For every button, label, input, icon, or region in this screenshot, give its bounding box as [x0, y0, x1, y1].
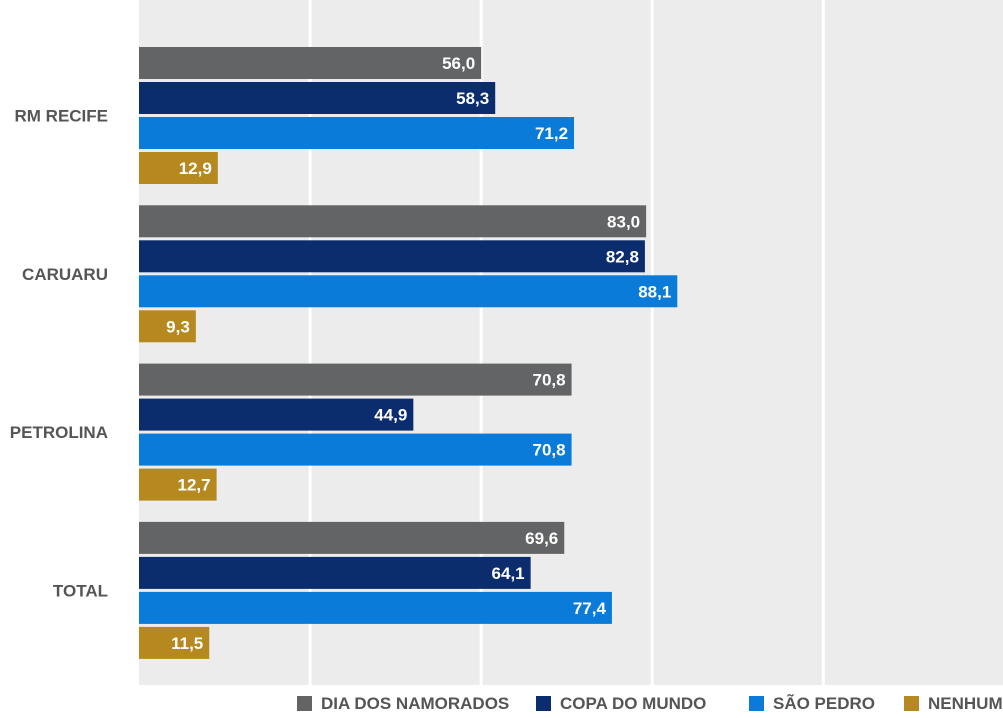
legend-label: DIA DOS NAMORADOS	[321, 694, 509, 713]
bar-petrolina-copa-do-mundo	[139, 398, 414, 431]
data-label: 88,1	[638, 282, 671, 301]
bar-group-total: 69,664,1 77,4 11,5	[139, 521, 612, 659]
category-label-rm-recife: RM RECIFE	[15, 107, 109, 126]
bars: 56,058,371,212,983,082,888,19,370,844,97…	[139, 47, 678, 659]
legend-swatch	[536, 696, 551, 711]
legend-label: NENHUM	[928, 694, 1003, 713]
legend-label: SÃO PEDRO	[773, 693, 875, 713]
bar-petrolina-nenhum	[139, 468, 217, 501]
bar-petrolina-dia-dos-namorados	[139, 363, 572, 396]
bar-group-rm-recife: 56,0 58,3 71,2 12,9	[139, 47, 575, 184]
bar-rm-recife-dia-dos-namorados	[139, 47, 482, 79]
data-label: 12,7	[178, 476, 211, 495]
bar-total-sao-pedro	[139, 591, 612, 624]
legend-item-copa-do-mundo: COPA DO MUNDO	[536, 694, 706, 713]
category-label-caruaru: CARUARU	[22, 265, 108, 284]
legend-swatch	[297, 696, 312, 711]
bar-total-nenhum	[139, 626, 210, 659]
bar-total-copa-do-mundo	[139, 556, 531, 589]
bar-rm-recife-sao-pedro	[139, 117, 575, 149]
bar-group-petrolina: 70,8 44,9 70,8 12,7	[139, 363, 572, 501]
data-label: 11,5	[171, 634, 203, 653]
category-labels: RM RECIFE CARUARU PETROLINA TOTAL	[10, 107, 108, 601]
bar-group-caruaru: 83,0 82,8 88,1 9,3	[139, 205, 678, 343]
bar-total-dia-dos-namorados	[139, 521, 565, 554]
data-label: 9,3	[166, 317, 190, 336]
legend-item-nenhum: NENHUM	[904, 694, 1003, 713]
bar-caruaru-sao-pedro	[139, 275, 678, 308]
bar-petrolina-sao-pedro	[139, 433, 572, 466]
data-label: 69,6	[525, 529, 558, 548]
bar-caruaru-nenhum	[139, 310, 196, 343]
data-label: 70,8	[532, 441, 565, 460]
legend-swatch	[749, 696, 764, 711]
data-label: 70,8	[532, 371, 565, 390]
legend-swatch	[904, 696, 919, 711]
category-label-petrolina: PETROLINA	[10, 423, 108, 442]
bar-caruaru-dia-dos-namorados	[139, 205, 647, 238]
data-label: 58,3	[456, 89, 489, 108]
data-label: 82,8	[606, 247, 639, 266]
legend-item-sao-pedro: SÃO PEDRO	[749, 693, 875, 713]
bar-caruaru-copa-do-mundo	[139, 240, 645, 273]
category-label-total: TOTAL	[53, 581, 108, 600]
bar-rm-recife-nenhum	[139, 152, 218, 184]
bar-rm-recife-copa-do-mundo	[139, 82, 496, 114]
legend: DIA DOS NAMORADOS COPA DO MUNDO SÃO PEDRO N…	[297, 693, 1003, 713]
data-label: 71,2	[535, 124, 568, 143]
data-label: 56,0	[442, 54, 475, 73]
data-label: 44,9	[374, 406, 407, 425]
data-label: 77,4	[573, 599, 607, 618]
legend-label: COPA DO MUNDO	[560, 694, 706, 713]
data-label: 12,9	[179, 159, 212, 178]
data-label: 64,1	[492, 564, 525, 583]
data-label: 83,0	[607, 212, 640, 231]
legend-item-dia-dos-namorados: DIA DOS NAMORADOS	[297, 694, 509, 713]
